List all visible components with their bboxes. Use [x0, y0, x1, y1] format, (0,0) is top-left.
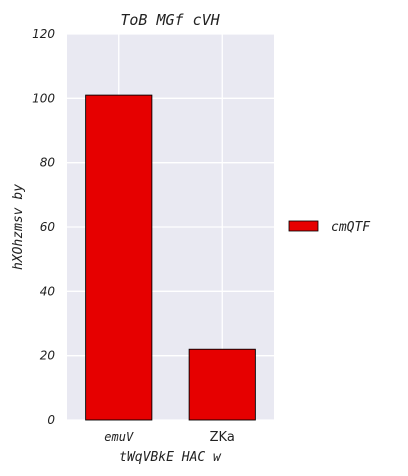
y-axis-ticks: 0 20 40 60 80 100 120	[32, 27, 55, 427]
legend-label: cmQTF	[331, 220, 371, 235]
y-tick-label: 120	[32, 27, 55, 41]
y-tick-label: 20	[40, 349, 56, 363]
y-tick-label: 0	[47, 413, 55, 427]
y-axis-label: hXOhzmsv by	[11, 184, 26, 270]
legend: cmQTF	[288, 220, 371, 235]
x-tick-label: emuV	[104, 430, 134, 444]
legend-swatch	[288, 220, 319, 232]
bar	[85, 94, 153, 421]
y-tick-label: 80	[40, 156, 56, 170]
x-axis-ticks: emuV ZKa	[104, 430, 235, 445]
y-tick-label: 40	[40, 284, 56, 298]
y-tick-label: 60	[40, 220, 56, 234]
bars	[85, 94, 256, 421]
x-axis-label: tWqVBkE HAC w	[119, 450, 222, 465]
y-tick-label: 100	[32, 91, 55, 105]
bar	[188, 348, 256, 421]
x-tick-label: ZKa	[210, 430, 235, 445]
chart-title: ToB MGf cVH	[120, 11, 220, 29]
